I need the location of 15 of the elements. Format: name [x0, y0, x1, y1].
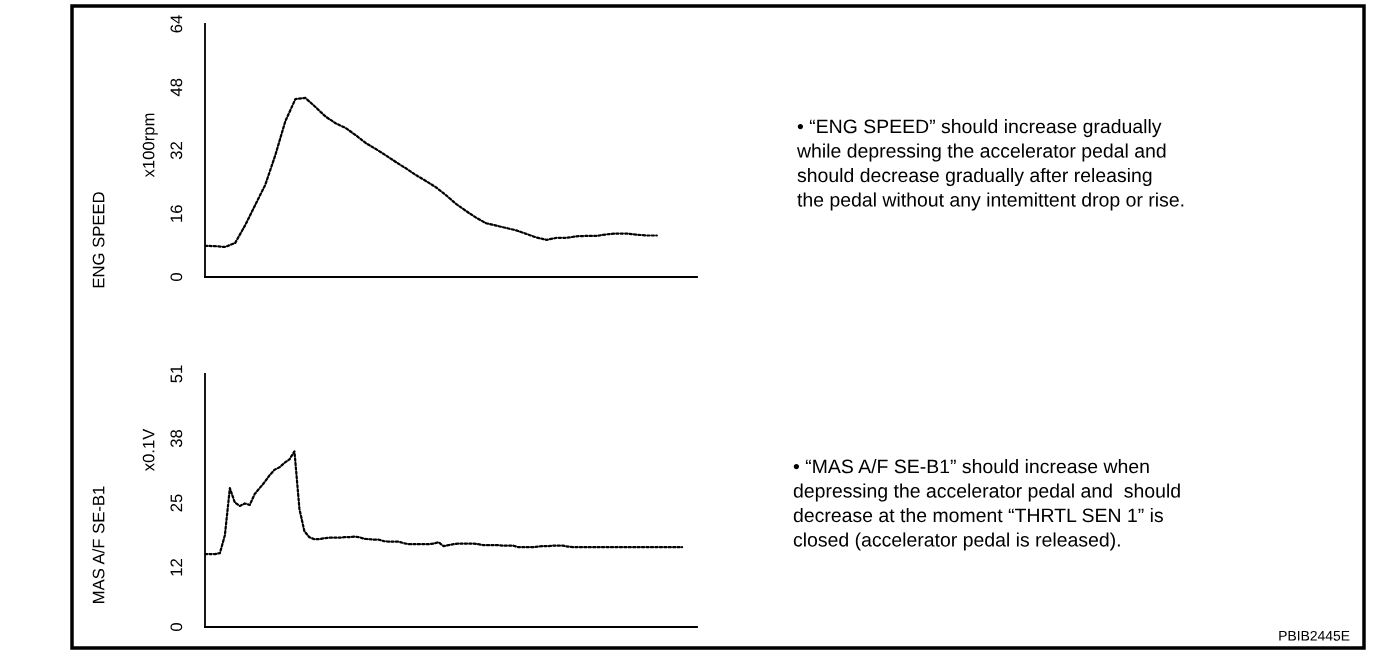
text: PBIB2445E — [1279, 630, 1350, 641]
text: ENG SPEED x100rpm — [92, 113, 158, 288]
y-tick-label: 32 — [170, 142, 183, 160]
y-tick-label: 12 — [170, 559, 183, 576]
y-tick-label: 0 — [170, 273, 183, 281]
text: • “ENG SPEED” should increase gradually while depressing the accelerator pedal and should decrease gradually after releasing the pedal without any intemittent drop or rise. — [796, 119, 1184, 211]
y-tick-label: 25 — [170, 494, 183, 512]
y-tick-label: 51 — [170, 365, 183, 383]
text: MAS A/F SE-B1 x0.1V — [92, 428, 155, 603]
y-tick-label: 64 — [170, 15, 183, 33]
y-tick-label: 16 — [170, 205, 183, 222]
y-tick-label: 48 — [170, 78, 183, 97]
text: • “MAS A/F SE-B1” should increase when depressing the accelerator pedal and should decrease at the moment “THRTL SEN 1” is closed (accelerator pedal is released). — [793, 459, 1180, 551]
y-tick-label: 38 — [170, 429, 183, 448]
y-tick-label: 0 — [170, 623, 183, 631]
